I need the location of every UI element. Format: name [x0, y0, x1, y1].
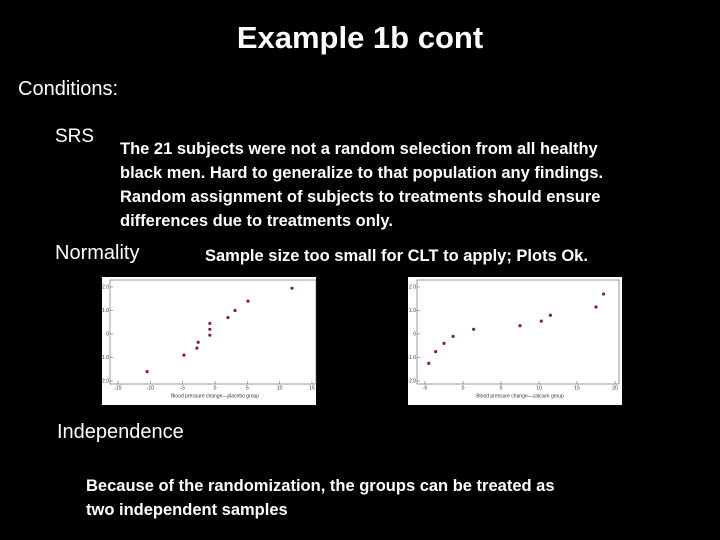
- point: [602, 292, 606, 296]
- x-tick-label: -10: [147, 385, 154, 391]
- x-tick-label: 10: [277, 385, 283, 391]
- text-line: black men. Hard to generalize to that po…: [120, 164, 604, 182]
- x-axis-label: Blood pressure change—placebo group: [171, 393, 259, 399]
- srs-text: The 21 subjects were not a random select…: [120, 137, 603, 233]
- point: [539, 319, 543, 323]
- x-tick-label: 15: [574, 385, 580, 391]
- point: [208, 333, 212, 337]
- normality-label: Normality: [55, 242, 140, 264]
- x-tick-label: 20: [612, 385, 618, 391]
- y-tick-label: −1.0: [406, 355, 416, 361]
- y-tick-label: −2.0: [99, 378, 109, 384]
- x-tick-label: -5: [180, 385, 185, 391]
- x-tick-label: 5: [246, 385, 249, 391]
- x-tick-label: -15: [114, 385, 121, 391]
- x-tick-label: 0: [214, 385, 217, 391]
- point: [427, 361, 431, 365]
- conditions-heading: Conditions:: [18, 78, 119, 100]
- y-tick-label: 0: [413, 331, 416, 337]
- x-tick-label: 5: [500, 385, 503, 391]
- point: [472, 327, 476, 331]
- point: [290, 286, 294, 290]
- text-line: differences due to treatments only.: [120, 212, 393, 230]
- text-line: The 21 subjects were not a random select…: [120, 140, 598, 158]
- point: [182, 353, 186, 357]
- x-tick-label: 0: [462, 385, 465, 391]
- point: [145, 370, 149, 374]
- text-line: two independent samples: [86, 501, 288, 519]
- normality-text: Sample size too small for CLT to apply; …: [205, 247, 588, 265]
- point: [246, 299, 250, 303]
- point: [451, 334, 455, 338]
- point: [518, 324, 522, 328]
- independence-label: Independence: [57, 421, 184, 443]
- plot-frame: [109, 279, 317, 385]
- point: [434, 350, 438, 354]
- x-tick-label: -5: [423, 385, 428, 391]
- point: [208, 321, 212, 326]
- y-tick-label: 1.0: [102, 308, 109, 314]
- point: [548, 313, 553, 317]
- plot-frame: [416, 279, 620, 385]
- x-tick-label: 10: [536, 385, 542, 391]
- y-tick-label: 0: [106, 331, 109, 337]
- plot-background: [408, 277, 622, 405]
- title: Example 1b cont: [236, 20, 484, 55]
- y-tick-label: −1.0: [99, 355, 109, 361]
- y-tick-label: 2.0: [102, 284, 109, 290]
- y-tick-label: 2.0: [409, 284, 416, 290]
- srs-label: SRS: [55, 126, 95, 147]
- point: [195, 346, 199, 350]
- point: [226, 315, 230, 320]
- text-line: Because of the randomization, the groups…: [86, 477, 555, 495]
- point: [196, 340, 200, 344]
- text-line: Random assignment of subjects to treatme…: [120, 188, 601, 206]
- x-tick-label: 15: [309, 385, 315, 391]
- point: [233, 308, 237, 313]
- plot-background: [102, 277, 316, 405]
- point: [208, 327, 212, 331]
- independence-text: Because of the randomization, the groups…: [86, 474, 555, 522]
- x-axis-label: Blood pressure change—calcium group: [476, 393, 564, 399]
- y-tick-label: −2.0: [406, 378, 416, 384]
- point: [594, 305, 598, 309]
- point: [442, 341, 446, 345]
- y-tick-label: 1.0: [409, 308, 416, 314]
